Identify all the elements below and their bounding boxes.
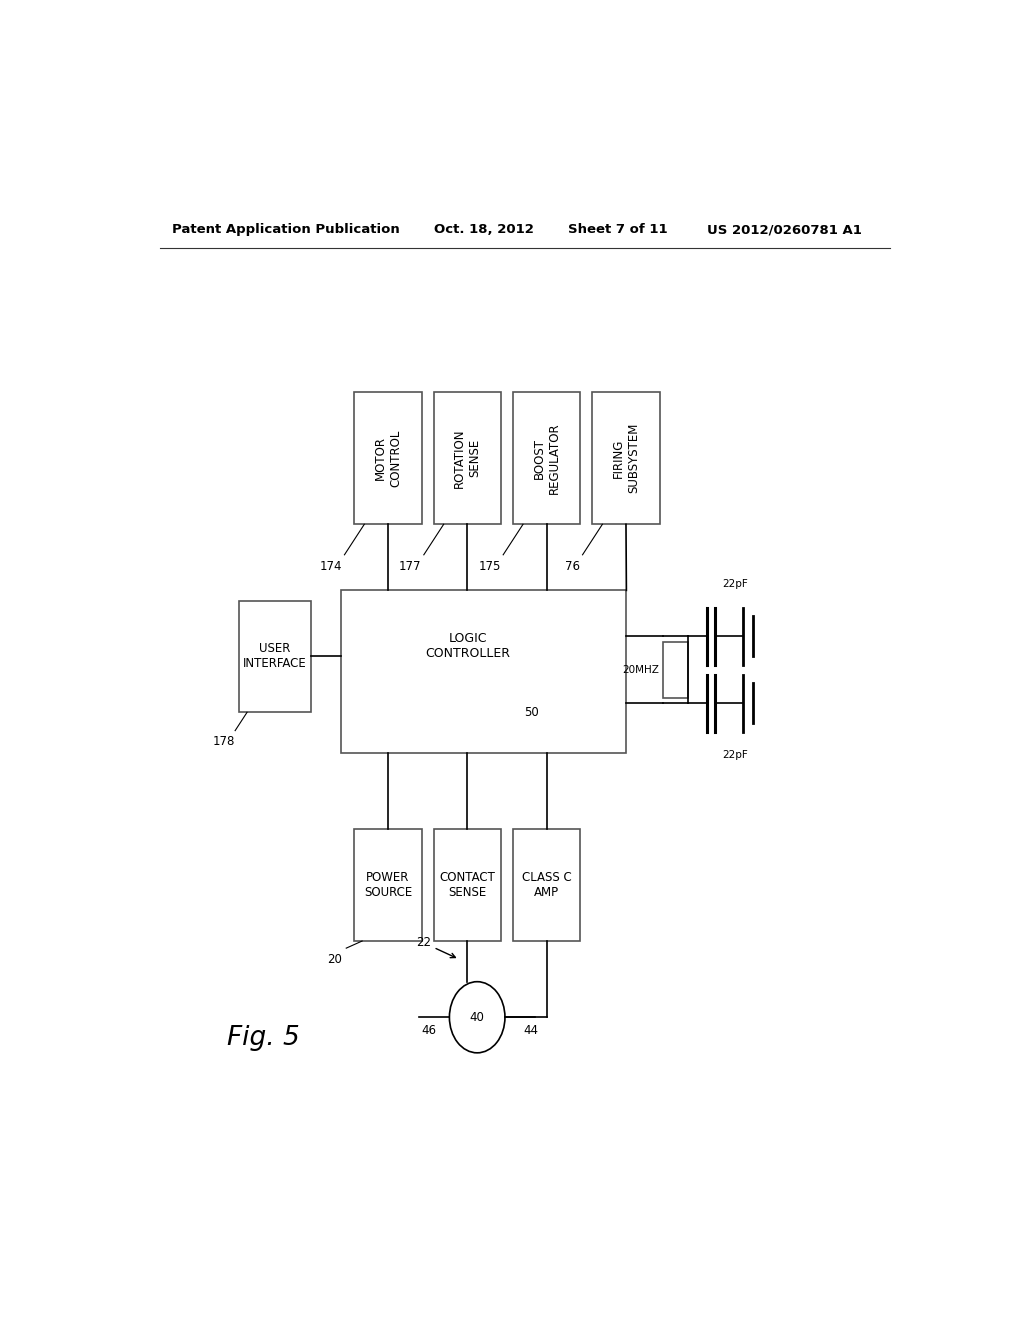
Text: ROTATION
SENSE: ROTATION SENSE xyxy=(454,429,481,488)
Text: 22pF: 22pF xyxy=(722,579,748,589)
FancyBboxPatch shape xyxy=(240,601,310,713)
Text: 50: 50 xyxy=(523,706,539,719)
Text: POWER
SOURCE: POWER SOURCE xyxy=(364,871,412,899)
Text: MOTOR
CONTROL: MOTOR CONTROL xyxy=(374,429,401,487)
Text: Oct. 18, 2012: Oct. 18, 2012 xyxy=(433,223,534,236)
Text: Patent Application Publication: Patent Application Publication xyxy=(172,223,399,236)
FancyBboxPatch shape xyxy=(663,642,688,697)
Text: 174: 174 xyxy=(319,560,342,573)
Text: 40: 40 xyxy=(470,1011,484,1024)
Text: FIRING
SUBSYSTEM: FIRING SUBSYSTEM xyxy=(612,422,640,494)
Text: 44: 44 xyxy=(523,1024,539,1038)
Text: US 2012/0260781 A1: US 2012/0260781 A1 xyxy=(708,223,862,236)
Text: CONTACT
SENSE: CONTACT SENSE xyxy=(439,871,496,899)
Text: 22: 22 xyxy=(416,936,456,958)
Text: CLASS C
AMP: CLASS C AMP xyxy=(522,871,571,899)
Text: Fig. 5: Fig. 5 xyxy=(227,1024,300,1051)
Text: BOOST
REGULATOR: BOOST REGULATOR xyxy=(532,422,560,494)
Text: 46: 46 xyxy=(421,1024,436,1038)
Text: 20: 20 xyxy=(328,953,342,966)
Text: 178: 178 xyxy=(213,735,236,747)
Text: Sheet 7 of 11: Sheet 7 of 11 xyxy=(568,223,668,236)
FancyBboxPatch shape xyxy=(341,590,627,752)
FancyBboxPatch shape xyxy=(433,392,501,524)
Text: USER
INTERFACE: USER INTERFACE xyxy=(243,643,307,671)
Text: LOGIC
CONTROLLER: LOGIC CONTROLLER xyxy=(425,632,510,660)
FancyBboxPatch shape xyxy=(433,829,501,941)
FancyBboxPatch shape xyxy=(513,392,581,524)
Text: 20MHZ: 20MHZ xyxy=(622,665,658,675)
Text: 175: 175 xyxy=(478,560,501,573)
FancyBboxPatch shape xyxy=(354,829,422,941)
FancyBboxPatch shape xyxy=(592,392,659,524)
Text: 76: 76 xyxy=(565,560,581,573)
Text: 22pF: 22pF xyxy=(722,750,748,760)
FancyBboxPatch shape xyxy=(513,829,581,941)
Text: 177: 177 xyxy=(399,560,422,573)
FancyBboxPatch shape xyxy=(354,392,422,524)
